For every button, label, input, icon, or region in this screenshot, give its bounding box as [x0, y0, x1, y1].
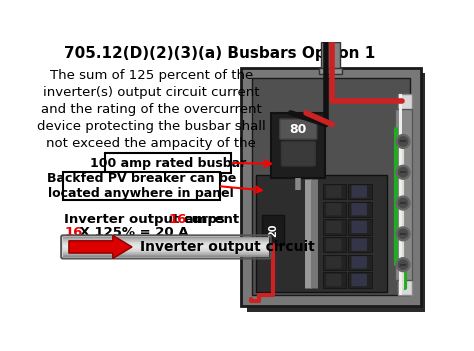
FancyBboxPatch shape [348, 219, 372, 234]
FancyBboxPatch shape [352, 221, 367, 233]
FancyBboxPatch shape [252, 78, 410, 296]
Circle shape [396, 227, 410, 241]
FancyBboxPatch shape [348, 184, 372, 199]
Circle shape [399, 229, 408, 238]
FancyBboxPatch shape [348, 254, 372, 270]
FancyBboxPatch shape [326, 274, 341, 286]
FancyBboxPatch shape [63, 254, 269, 256]
FancyBboxPatch shape [348, 237, 372, 252]
Circle shape [396, 134, 410, 148]
Text: 16: 16 [169, 213, 187, 226]
FancyBboxPatch shape [323, 237, 346, 252]
FancyBboxPatch shape [326, 238, 341, 251]
FancyBboxPatch shape [352, 238, 367, 251]
Text: 100 amp rated busbar: 100 amp rated busbar [90, 157, 246, 170]
FancyBboxPatch shape [395, 109, 411, 280]
FancyBboxPatch shape [63, 244, 269, 245]
FancyBboxPatch shape [323, 201, 346, 217]
FancyBboxPatch shape [63, 240, 269, 241]
Text: 705.12(D)(2)(3)(a) Busbars Option 1: 705.12(D)(2)(3)(a) Busbars Option 1 [64, 46, 375, 61]
FancyBboxPatch shape [63, 242, 269, 243]
FancyBboxPatch shape [63, 252, 269, 253]
Text: amps: amps [180, 213, 225, 226]
Circle shape [399, 168, 408, 177]
Circle shape [399, 260, 408, 269]
Text: Inverter output current: Inverter output current [64, 213, 244, 226]
FancyBboxPatch shape [323, 272, 346, 288]
FancyBboxPatch shape [262, 214, 284, 245]
Circle shape [396, 258, 410, 272]
FancyBboxPatch shape [247, 73, 426, 312]
Text: 80: 80 [290, 122, 307, 135]
FancyBboxPatch shape [348, 201, 372, 217]
FancyBboxPatch shape [63, 250, 269, 251]
FancyBboxPatch shape [398, 94, 411, 296]
FancyBboxPatch shape [323, 219, 346, 234]
Text: 16: 16 [64, 226, 82, 239]
Circle shape [399, 137, 408, 146]
FancyBboxPatch shape [63, 248, 269, 249]
FancyBboxPatch shape [323, 254, 346, 270]
FancyBboxPatch shape [63, 172, 220, 200]
FancyBboxPatch shape [63, 256, 269, 257]
FancyBboxPatch shape [348, 272, 372, 288]
Text: 20: 20 [268, 223, 278, 237]
FancyBboxPatch shape [282, 141, 315, 166]
FancyBboxPatch shape [326, 203, 341, 216]
Text: Inverter output circuit: Inverter output circuit [140, 240, 314, 254]
Text: X 125% = 20 A: X 125% = 20 A [75, 226, 189, 239]
FancyBboxPatch shape [326, 185, 341, 198]
FancyBboxPatch shape [63, 237, 269, 238]
FancyBboxPatch shape [399, 94, 402, 296]
FancyBboxPatch shape [272, 113, 325, 178]
Circle shape [396, 196, 410, 210]
FancyBboxPatch shape [326, 256, 341, 269]
Text: Backfed PV breaker can be
located anywhere in panel: Backfed PV breaker can be located anywhe… [46, 172, 236, 200]
Circle shape [396, 165, 410, 179]
FancyBboxPatch shape [280, 119, 317, 139]
FancyBboxPatch shape [63, 239, 269, 240]
FancyBboxPatch shape [63, 249, 269, 250]
FancyBboxPatch shape [325, 42, 329, 69]
FancyBboxPatch shape [352, 274, 367, 286]
FancyBboxPatch shape [352, 256, 367, 269]
FancyBboxPatch shape [63, 246, 269, 247]
FancyBboxPatch shape [63, 243, 269, 244]
Polygon shape [69, 236, 132, 258]
FancyBboxPatch shape [352, 203, 367, 216]
FancyBboxPatch shape [256, 176, 387, 292]
FancyBboxPatch shape [241, 67, 421, 306]
FancyBboxPatch shape [63, 253, 269, 254]
FancyBboxPatch shape [323, 184, 346, 199]
FancyBboxPatch shape [63, 251, 269, 252]
FancyBboxPatch shape [319, 67, 342, 74]
FancyBboxPatch shape [63, 245, 269, 246]
FancyBboxPatch shape [63, 241, 269, 242]
FancyBboxPatch shape [63, 238, 269, 239]
FancyBboxPatch shape [326, 221, 341, 233]
FancyBboxPatch shape [63, 247, 269, 248]
FancyBboxPatch shape [352, 185, 367, 198]
Circle shape [399, 198, 408, 208]
Text: The sum of 125 percent of the
inverter(s) output circuit current
and the rating : The sum of 125 percent of the inverter(s… [37, 69, 265, 167]
FancyBboxPatch shape [321, 42, 340, 69]
FancyBboxPatch shape [105, 153, 231, 173]
